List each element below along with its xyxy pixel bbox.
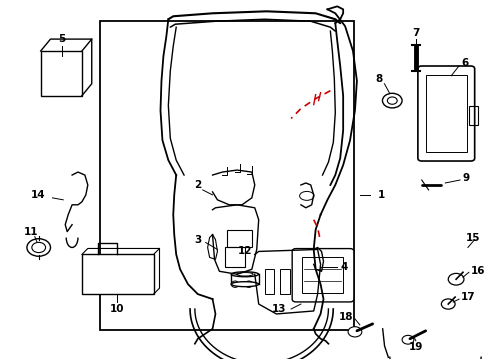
Ellipse shape — [231, 282, 258, 287]
Circle shape — [32, 242, 45, 253]
Bar — [468, 105, 477, 125]
Bar — [264, 269, 273, 294]
Circle shape — [401, 336, 413, 344]
Circle shape — [382, 93, 401, 108]
Circle shape — [27, 239, 50, 256]
Text: 17: 17 — [460, 292, 475, 302]
Bar — [425, 75, 466, 152]
Text: 10: 10 — [110, 304, 124, 314]
Circle shape — [347, 327, 361, 337]
FancyBboxPatch shape — [291, 249, 353, 302]
Text: 15: 15 — [465, 233, 480, 243]
Text: 2: 2 — [194, 180, 201, 190]
Bar — [301, 257, 343, 293]
Bar — [41, 51, 82, 96]
Bar — [280, 269, 289, 294]
Text: 12: 12 — [237, 247, 252, 256]
Text: 18: 18 — [338, 312, 352, 322]
Text: 1: 1 — [377, 190, 384, 200]
Circle shape — [447, 273, 463, 285]
Text: 7: 7 — [411, 28, 419, 38]
Circle shape — [441, 299, 454, 309]
Text: 16: 16 — [470, 266, 485, 276]
Text: 11: 11 — [23, 226, 38, 237]
Bar — [225, 247, 244, 267]
Circle shape — [386, 97, 396, 104]
FancyBboxPatch shape — [417, 66, 474, 161]
Ellipse shape — [231, 272, 258, 277]
Bar — [100, 21, 354, 330]
Bar — [227, 230, 251, 247]
Text: 8: 8 — [374, 74, 381, 84]
Text: 19: 19 — [408, 342, 422, 352]
Text: 9: 9 — [462, 173, 469, 183]
Bar — [82, 255, 153, 294]
Text: 4: 4 — [340, 262, 347, 272]
Bar — [295, 269, 305, 294]
Text: 5: 5 — [59, 34, 66, 44]
Text: 14: 14 — [31, 190, 45, 200]
Text: 3: 3 — [194, 234, 201, 244]
Text: 13: 13 — [271, 304, 285, 314]
Ellipse shape — [236, 273, 253, 276]
Text: 6: 6 — [460, 58, 468, 68]
